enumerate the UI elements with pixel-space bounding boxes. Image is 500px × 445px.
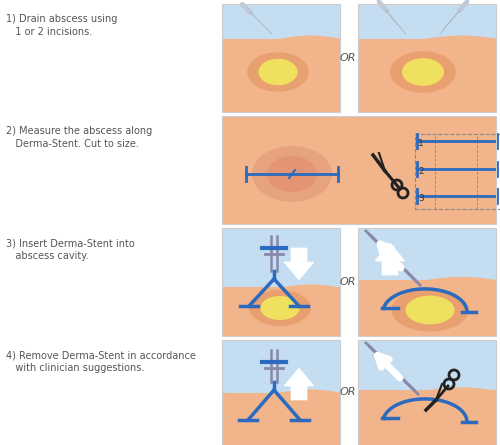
Bar bbox=[358, 340, 496, 445]
Ellipse shape bbox=[260, 296, 300, 320]
Text: 1: 1 bbox=[418, 139, 424, 148]
Text: OR: OR bbox=[340, 387, 356, 397]
Bar bbox=[358, 340, 496, 390]
Text: OR: OR bbox=[340, 277, 356, 287]
Bar bbox=[358, 4, 496, 39]
Text: 4) Remove Derma-Stent in accordance: 4) Remove Derma-Stent in accordance bbox=[6, 350, 196, 360]
Polygon shape bbox=[284, 248, 314, 280]
Polygon shape bbox=[358, 36, 496, 112]
Bar bbox=[222, 116, 496, 224]
Bar bbox=[358, 390, 496, 445]
Text: 2) Measure the abscess along: 2) Measure the abscess along bbox=[6, 126, 152, 136]
Bar bbox=[222, 228, 340, 336]
Ellipse shape bbox=[252, 146, 332, 202]
Bar bbox=[222, 228, 340, 336]
Ellipse shape bbox=[258, 59, 298, 85]
Ellipse shape bbox=[406, 295, 454, 324]
Text: 3: 3 bbox=[418, 194, 424, 203]
Polygon shape bbox=[375, 243, 405, 275]
Text: 1) Drain abscess using: 1) Drain abscess using bbox=[6, 14, 117, 24]
Ellipse shape bbox=[390, 51, 456, 93]
Ellipse shape bbox=[267, 156, 317, 192]
Polygon shape bbox=[358, 388, 496, 445]
Bar bbox=[222, 116, 496, 224]
Polygon shape bbox=[440, 11, 460, 34]
Bar bbox=[222, 340, 340, 392]
Bar bbox=[358, 39, 496, 112]
Bar bbox=[358, 4, 496, 112]
Text: Derma-Stent. Cut to size.: Derma-Stent. Cut to size. bbox=[6, 139, 139, 149]
Polygon shape bbox=[250, 12, 272, 34]
Bar bbox=[222, 4, 340, 112]
Bar bbox=[358, 340, 496, 445]
Polygon shape bbox=[386, 10, 406, 34]
Bar bbox=[415, 134, 500, 209]
Bar bbox=[222, 4, 340, 39]
Ellipse shape bbox=[392, 288, 468, 332]
Bar bbox=[358, 280, 496, 336]
Bar bbox=[222, 392, 340, 445]
Ellipse shape bbox=[402, 58, 444, 86]
Polygon shape bbox=[222, 36, 340, 112]
Text: 1 or 2 incisions.: 1 or 2 incisions. bbox=[6, 27, 92, 37]
Polygon shape bbox=[284, 368, 314, 400]
Text: OR: OR bbox=[340, 53, 356, 63]
Bar bbox=[358, 228, 496, 336]
Bar bbox=[358, 4, 496, 112]
Bar bbox=[222, 228, 340, 287]
Bar bbox=[222, 340, 340, 445]
Polygon shape bbox=[222, 389, 340, 445]
Ellipse shape bbox=[247, 52, 309, 92]
Text: 3) Insert Derma-Stent into: 3) Insert Derma-Stent into bbox=[6, 238, 135, 248]
Bar bbox=[222, 4, 340, 112]
Text: 2: 2 bbox=[418, 167, 424, 176]
Bar bbox=[222, 340, 340, 445]
Polygon shape bbox=[222, 284, 340, 336]
Bar bbox=[222, 39, 340, 112]
Ellipse shape bbox=[249, 290, 311, 326]
Bar bbox=[222, 287, 340, 336]
Polygon shape bbox=[358, 277, 496, 336]
Text: with clinician suggestions.: with clinician suggestions. bbox=[6, 363, 144, 373]
Bar bbox=[358, 228, 496, 280]
Bar bbox=[358, 228, 496, 336]
Text: abscess cavity.: abscess cavity. bbox=[6, 251, 88, 261]
